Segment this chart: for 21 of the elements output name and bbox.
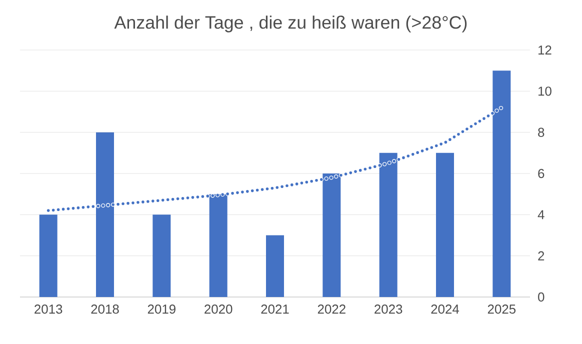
- x-tick-label: 2021: [261, 304, 289, 314]
- x-tick-label: 2018: [91, 304, 119, 314]
- bar: [436, 152, 454, 297]
- y-tick-label: 4: [538, 210, 544, 220]
- bar: [266, 235, 284, 297]
- y-tick-label: 2: [538, 251, 544, 260]
- y-tick-label: 6: [538, 168, 544, 178]
- x-tick-label: 2022: [318, 304, 346, 314]
- bar: [39, 214, 58, 297]
- y-tick-label: 0: [538, 292, 544, 302]
- x-tick-label: 2013: [34, 304, 62, 314]
- bar: [152, 214, 171, 297]
- x-tick-label: 2019: [148, 304, 176, 314]
- x-tick-label: 2020: [204, 304, 232, 314]
- y-tick-label: 8: [538, 128, 544, 137]
- x-tick-label: 2023: [374, 304, 402, 314]
- x-tick-label: 2024: [431, 304, 460, 314]
- x-tick-label: 2025: [488, 304, 516, 314]
- y-tick-label: 10: [538, 86, 552, 96]
- y-tick-label: 12: [538, 45, 552, 55]
- chart-title: Anzahl der Tage , die zu heiß waren (>28°C): [114, 16, 467, 32]
